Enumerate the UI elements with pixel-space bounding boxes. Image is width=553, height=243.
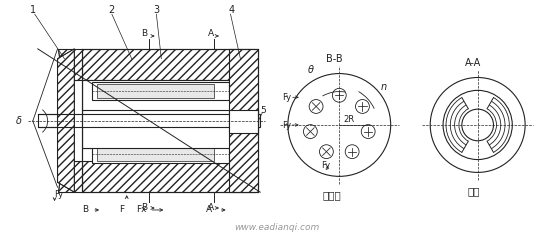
Text: Fy: Fy	[321, 161, 331, 170]
Text: A: A	[208, 203, 214, 212]
Text: 4: 4	[228, 5, 234, 15]
Bar	[92, 145, 228, 163]
Polygon shape	[58, 49, 74, 192]
Bar	[38, 114, 260, 127]
Text: 2: 2	[108, 5, 114, 15]
Bar	[82, 161, 255, 192]
Text: A: A	[208, 29, 214, 38]
Bar	[82, 49, 255, 80]
Text: B-B: B-B	[326, 54, 343, 64]
Text: B: B	[142, 29, 148, 38]
Text: B: B	[142, 203, 148, 212]
Text: 5: 5	[260, 106, 266, 115]
Text: A-A: A-A	[465, 58, 481, 68]
Text: 3: 3	[153, 5, 160, 15]
Text: B: B	[82, 205, 88, 214]
Text: Fx: Fx	[137, 205, 147, 214]
Bar	[92, 82, 228, 100]
Bar	[82, 80, 255, 148]
Text: Fy: Fy	[282, 93, 291, 102]
Text: n: n	[381, 82, 387, 92]
Text: 压力油: 压力油	[322, 190, 341, 200]
Polygon shape	[58, 80, 82, 161]
Text: 回油: 回油	[468, 186, 481, 196]
Bar	[228, 110, 258, 133]
Text: 1: 1	[30, 5, 36, 15]
Bar	[228, 49, 258, 192]
Text: 2R: 2R	[343, 115, 354, 124]
Text: www.eadianqi.com: www.eadianqi.com	[234, 223, 320, 232]
Bar	[97, 84, 213, 98]
Bar	[82, 110, 255, 148]
Text: A: A	[206, 205, 212, 214]
Text: F: F	[119, 205, 124, 214]
Bar	[97, 147, 213, 161]
Bar	[82, 161, 255, 192]
Polygon shape	[58, 49, 82, 80]
Text: Fy: Fy	[282, 121, 291, 130]
Bar	[228, 49, 258, 192]
Text: θ: θ	[307, 65, 314, 75]
Polygon shape	[58, 161, 82, 192]
Bar	[82, 49, 255, 80]
Text: δ: δ	[16, 116, 22, 126]
Text: Fy: Fy	[55, 190, 64, 199]
